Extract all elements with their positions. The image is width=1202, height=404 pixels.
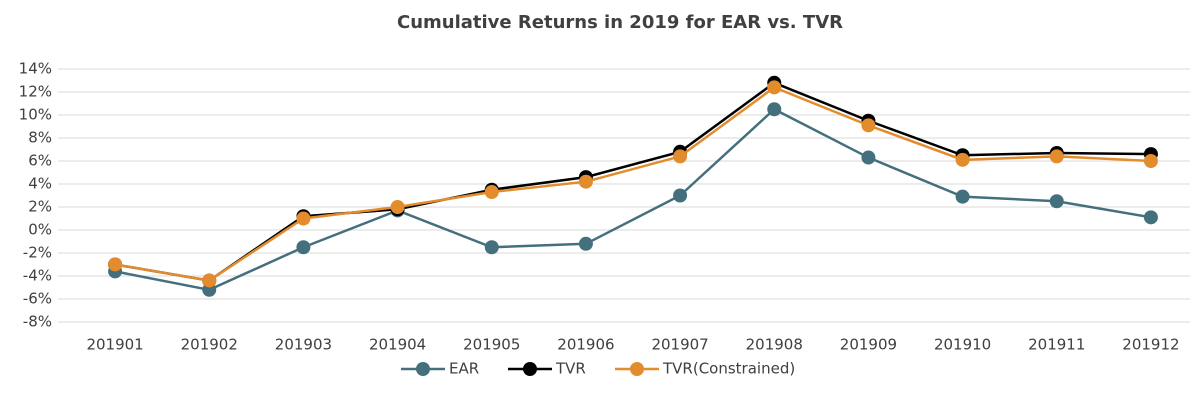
x-tick-label: 201902 [181, 336, 238, 354]
x-tick-label: 201911 [1028, 336, 1085, 354]
legend-marker [523, 362, 537, 376]
data-point [202, 273, 217, 288]
data-point [673, 188, 688, 203]
data-point [1049, 149, 1064, 164]
y-tick-label: 8% [28, 129, 52, 147]
legend-marker [630, 362, 644, 376]
series-line [114, 107, 1152, 292]
data-point [1049, 194, 1064, 209]
x-tick-label: 201908 [746, 336, 803, 354]
y-tick-label: -8% [23, 313, 52, 331]
data-point [861, 118, 876, 133]
data-point [955, 189, 970, 204]
legend-label: TVR(Constrained) [662, 360, 795, 378]
data-point [484, 185, 499, 200]
data-point [1143, 154, 1158, 168]
y-tick-label: 10% [19, 106, 52, 124]
data-point [861, 150, 876, 165]
x-tick-label: 201904 [369, 336, 426, 354]
y-tick-label: 0% [28, 221, 52, 239]
data-point [767, 80, 782, 95]
x-tick-label: 201909 [840, 336, 897, 354]
data-point [390, 200, 405, 214]
y-tick-label: -6% [23, 290, 52, 308]
x-tick-label: 201903 [275, 336, 332, 354]
x-tick-label: 201906 [557, 336, 614, 354]
data-point [296, 211, 311, 226]
series-line [114, 81, 1151, 282]
x-tick-label: 201912 [1122, 336, 1179, 354]
y-tick-label: 2% [28, 198, 52, 216]
y-tick-label: -2% [23, 244, 52, 262]
data-point [484, 240, 499, 255]
y-tick-label: 14% [19, 60, 52, 78]
data-point [955, 152, 970, 167]
x-tick-label: 201905 [463, 336, 520, 354]
data-point [296, 240, 311, 255]
data-point [1143, 210, 1158, 225]
data-point [767, 102, 782, 117]
legend-label: TVR [555, 360, 586, 378]
legend-label: EAR [449, 360, 479, 378]
data-point [578, 174, 593, 189]
x-tick-label: 201910 [934, 336, 991, 354]
data-point [673, 149, 688, 164]
data-point [108, 257, 123, 272]
y-tick-label: 6% [28, 152, 52, 170]
x-tick-label: 201907 [651, 336, 708, 354]
chart-title: Cumulative Returns in 2019 for EAR vs. T… [397, 12, 843, 33]
y-tick-label: -4% [23, 267, 52, 285]
y-tick-label: 12% [19, 83, 52, 101]
legend-marker [416, 362, 430, 376]
data-point [578, 236, 593, 251]
x-tick-label: 201901 [86, 336, 143, 354]
y-tick-label: 4% [28, 175, 52, 193]
series-line [114, 85, 1151, 282]
